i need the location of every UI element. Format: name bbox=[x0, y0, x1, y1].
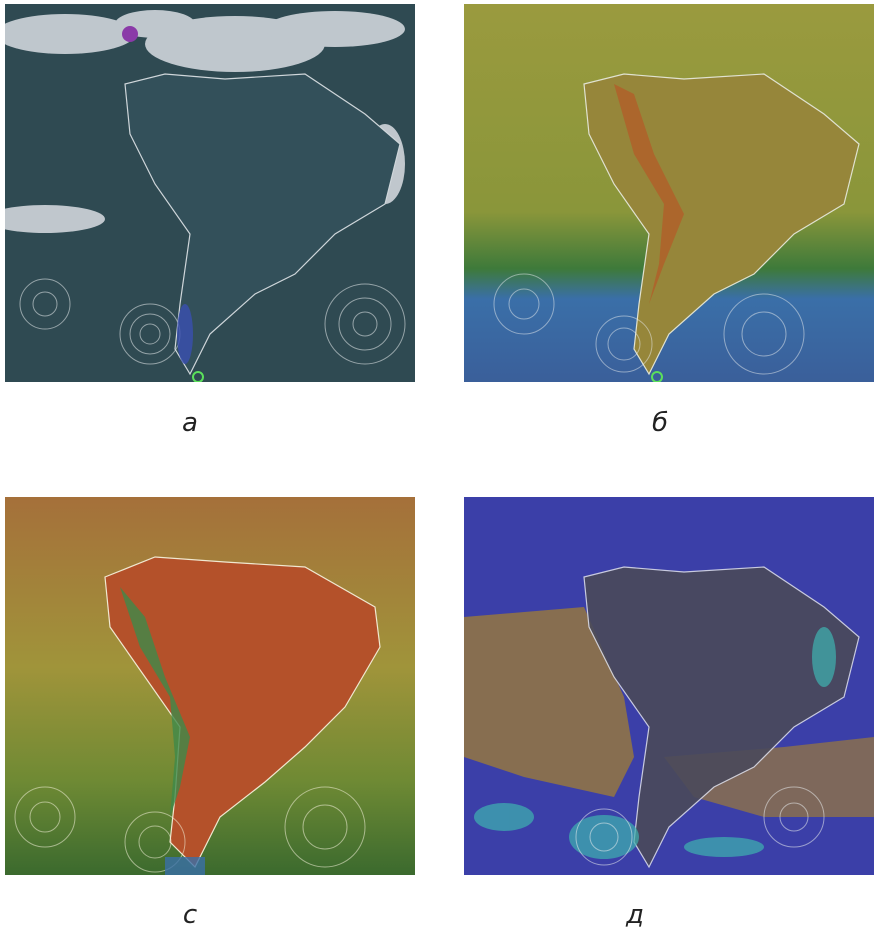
caption-b: б bbox=[651, 408, 669, 438]
weather-map-warm bbox=[5, 497, 415, 875]
caption-d: д bbox=[626, 900, 644, 930]
caption-c: c bbox=[182, 900, 198, 930]
map-panel-d bbox=[464, 497, 874, 875]
weather-map-humidity bbox=[464, 497, 874, 875]
map-panel-a bbox=[5, 4, 415, 382]
weather-map-clouds bbox=[5, 4, 415, 382]
caption-a: а bbox=[182, 408, 198, 438]
weather-map-temperature bbox=[464, 4, 874, 382]
map-panel-b bbox=[464, 4, 874, 382]
storm-marker-icon bbox=[122, 26, 138, 42]
map-panel-c bbox=[5, 497, 415, 875]
